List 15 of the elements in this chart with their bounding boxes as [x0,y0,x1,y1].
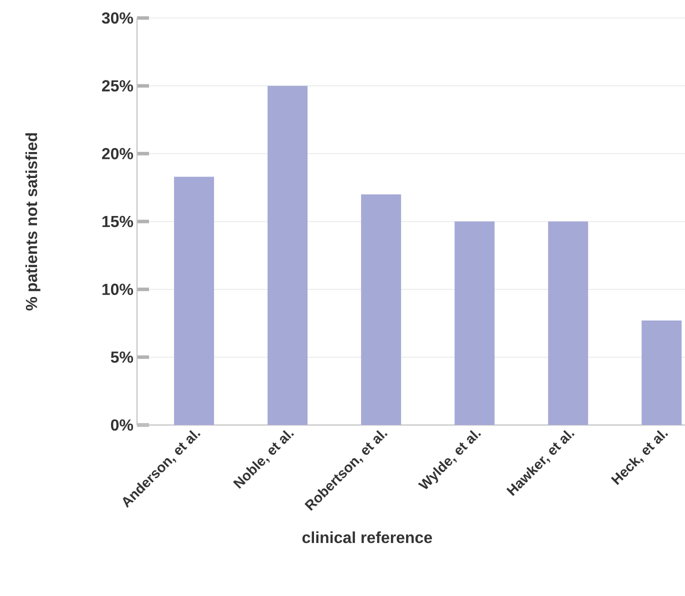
bar [361,194,402,425]
y-tick-label: 20% [102,148,134,160]
y-tick-label: 10% [102,284,134,295]
bar [268,86,308,425]
bar [454,222,495,425]
y-tick-label: 25% [102,80,134,92]
y-tick-label: 15% [102,216,134,228]
x-axis-title: clinical reference [302,531,432,544]
bar [174,176,214,425]
y-tick-label: 5% [110,352,134,363]
bar [642,320,682,425]
y-axis-title: % patients not satisfied [25,133,40,310]
y-tick-label: 0% [110,419,134,431]
y-tick-label: 30% [102,12,134,24]
bar [548,222,588,425]
